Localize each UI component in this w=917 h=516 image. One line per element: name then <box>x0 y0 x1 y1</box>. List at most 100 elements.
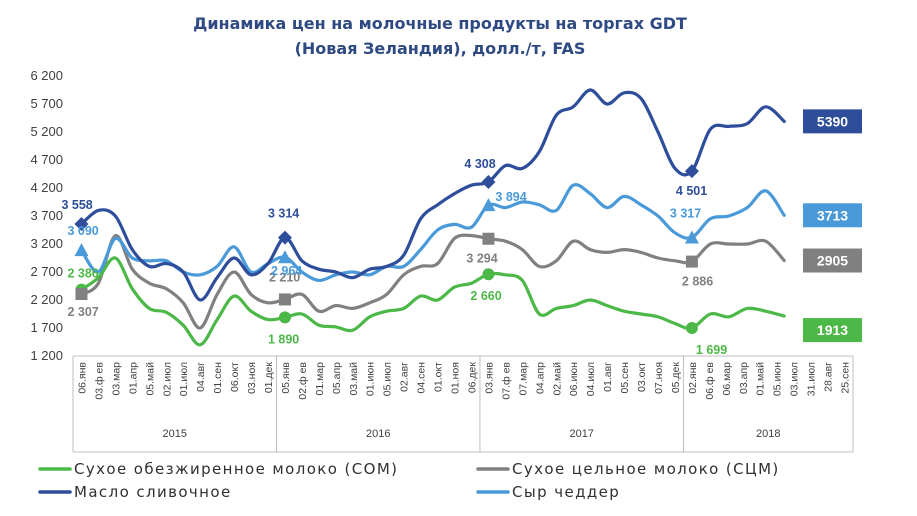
y-tick-label: 4 200 <box>30 180 63 195</box>
axes: 1 200 1 700 2 200 2 700 3 200 3 700 4 200 4 700… <box>30 68 854 453</box>
x-tick-label: 05.янв <box>280 362 292 394</box>
series-line-som <box>79 256 786 347</box>
x-tick-label: 03.янв <box>483 362 495 394</box>
year-label: 2015 <box>162 428 186 440</box>
marker-square <box>685 255 698 268</box>
data-label: 2 964 <box>271 264 302 278</box>
x-tick-label: 02.янв <box>687 362 699 394</box>
y-tick-label: 3 200 <box>30 236 63 251</box>
data-label: 4 501 <box>676 184 707 198</box>
series-line-cheddar <box>79 183 786 283</box>
marker-circle <box>278 311 291 324</box>
legend-item-cheddar: Сыр чеддер <box>476 483 620 501</box>
y-tick-label: 1 700 <box>30 320 63 335</box>
series-lines <box>79 88 786 347</box>
marker-circle <box>482 268 495 281</box>
y-tick-label: 1 200 <box>30 348 63 363</box>
marker-circle <box>685 322 698 335</box>
year-label: 2018 <box>756 428 780 440</box>
marker-triangle <box>684 230 699 244</box>
data-label: 3 294 <box>466 252 497 266</box>
legend-item-scm: Сухое цельное молоко (СЦМ) <box>476 460 780 478</box>
chart-title-line1: Динамика цен на молочные продукты на тор… <box>193 14 687 33</box>
data-label: 2 386 <box>67 267 98 281</box>
x-tick-label: 04.сен <box>416 362 428 394</box>
x-tick-label: 07.ноя <box>653 362 665 394</box>
marker-triangle <box>277 250 292 264</box>
end-value-box <box>803 203 862 228</box>
legend: Сухое обезжиренное молоко (СОМ) Сухое цел… <box>38 460 780 501</box>
marker-square <box>482 232 495 245</box>
data-label: 2 660 <box>470 289 501 303</box>
data-label: 2 307 <box>67 305 98 319</box>
x-tick-label: 02.ф ев <box>297 362 309 400</box>
marker-triangle <box>74 243 89 257</box>
x-tick-label: 05.сен <box>619 362 631 394</box>
y-tick-label: 3 700 <box>30 208 63 223</box>
x-tick-label: 03.ф ев <box>93 362 105 400</box>
marker-diamond <box>74 216 89 231</box>
end-value-box <box>803 109 862 134</box>
end-value-labels: 1913 2905 5390 3713 <box>803 109 862 343</box>
x-tick-label: 03.май <box>348 362 360 396</box>
chart-title-line2: (Новая Зеландия), долл./т, FAS <box>295 39 586 58</box>
x-tick-label: 03.апр <box>738 362 750 394</box>
x-tick-label: 01.дек <box>263 362 275 394</box>
end-value-box <box>803 318 862 343</box>
series-line-scm <box>79 233 786 330</box>
data-label: 1 699 <box>696 343 727 357</box>
data-label: 3 894 <box>495 190 526 204</box>
x-tick-label: 01.апр <box>127 362 139 394</box>
x-tick-label: 25.сен <box>840 362 852 394</box>
legend-label: Сыр чеддер <box>512 483 620 501</box>
x-tick-label: 07.ф ев <box>500 362 512 400</box>
marker-triangle <box>481 198 496 212</box>
series-line-butter <box>79 88 786 302</box>
legend-label: Масло сливочное <box>74 483 232 501</box>
x-tick-label: 01.окт <box>433 362 445 392</box>
x-tick-label: 06.ф ев <box>704 362 716 400</box>
x-tick-label: 04.апр <box>534 362 546 394</box>
x-tick-label: 01.июл <box>178 362 190 396</box>
x-tick-label: 02.авг <box>399 362 411 392</box>
x-tick-label: 06.мар <box>721 362 733 396</box>
data-label: 4 308 <box>464 157 495 171</box>
x-tick-label: 31.июл <box>806 362 818 396</box>
x-tick-label: 03.июл <box>789 362 801 396</box>
legend-label: Сухое обезжиренное молоко (СОМ) <box>74 460 398 478</box>
legend-item-som: Сухое обезжиренное молоко (СОМ) <box>38 460 398 478</box>
x-tick-label: 01.июн <box>365 362 377 396</box>
legend-item-butter: Масло сливочное <box>38 483 232 501</box>
y-tick-label: 5 200 <box>30 124 63 139</box>
x-tick-label: 01.мар <box>314 362 326 396</box>
end-value-box <box>803 248 862 273</box>
x-tick-label: 02.май <box>551 362 563 396</box>
x-tick-label: 07.мар <box>517 362 529 396</box>
legend-label: Сухое цельное молоко (СЦМ) <box>512 460 780 478</box>
marker-diamond <box>684 164 699 179</box>
y-tick-label: 5 700 <box>30 96 63 111</box>
x-tick-label: 05.июн <box>772 362 784 396</box>
x-tick-label: 03.ноя <box>246 362 258 394</box>
x-tick-label: 01.сен <box>212 362 224 394</box>
x-tick-label: 28.авг <box>823 362 835 392</box>
x-tick-label: 05.дек <box>670 362 682 394</box>
x-tick-label: 04.июл <box>585 362 597 396</box>
end-value-label: 2905 <box>817 253 848 269</box>
x-tick-label: 01.ноя <box>450 362 462 394</box>
marker-diamond <box>277 230 292 245</box>
data-label: 1 890 <box>268 332 299 346</box>
x-tick-label: 03.мар <box>110 362 122 396</box>
y-tick-label: 4 700 <box>30 152 63 167</box>
marker-diamond <box>481 174 496 189</box>
x-tick-label: 06.янв <box>76 362 88 394</box>
x-tick-label: 05.май <box>144 362 156 396</box>
x-tick-label: 06.дек <box>466 362 478 394</box>
data-label: 2 210 <box>269 270 300 284</box>
marker-square <box>75 288 88 301</box>
point-annotations: 2 386 1 890 2 660 1 699 2 307 2 210 3 294 2 886… <box>61 157 727 357</box>
data-label: 3 317 <box>670 206 701 220</box>
y-tick-label: 2 700 <box>30 264 63 279</box>
x-tick-label: 06.окт <box>229 362 241 392</box>
